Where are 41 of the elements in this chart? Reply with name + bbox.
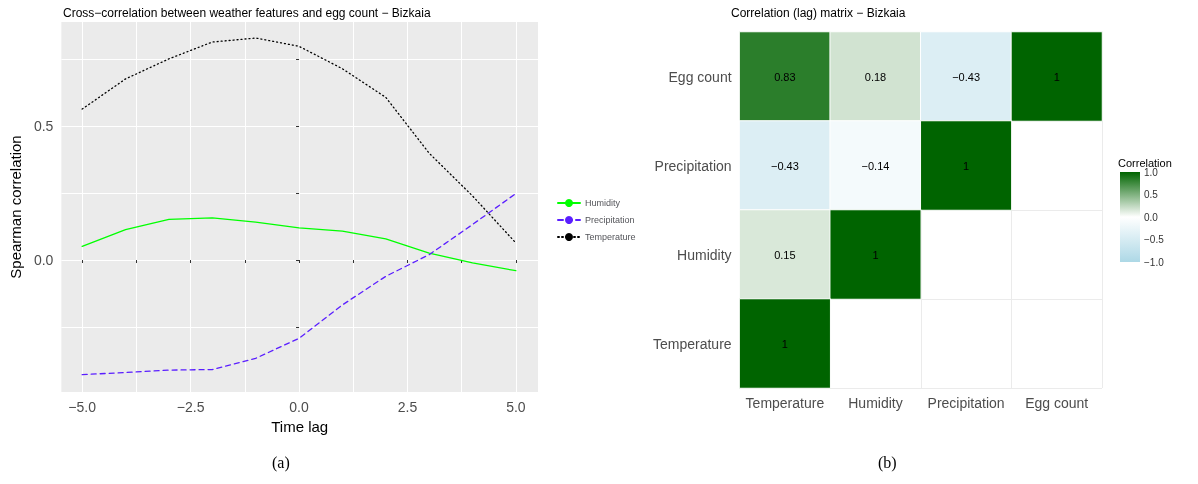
line-series <box>81 192 517 376</box>
data-label: 1 <box>1053 70 1060 83</box>
chart-title: Cross−correlation between weather features and egg count − Bizkaia <box>63 6 431 20</box>
color-bar-label: 0.0 <box>1144 211 1159 223</box>
chart-title: Correlation (lag) matrix − Bizkaia <box>731 6 906 20</box>
x-tick-label: Egg count <box>1025 395 1089 411</box>
legend-label: Humidity <box>585 198 621 208</box>
data-label: −0.43 <box>770 159 799 172</box>
x-tick-label: −5.0 <box>68 399 97 415</box>
x-tick-label: Precipitation <box>927 395 1005 411</box>
color-bar-label: −0.5 <box>1144 234 1165 245</box>
y-tick-label: Humidity <box>677 246 732 263</box>
x-tick-label: Humidity <box>848 395 903 411</box>
text: (b) <box>878 454 897 472</box>
legend-label: Precipitation <box>585 215 635 225</box>
legend-label: Temperature <box>585 232 636 242</box>
color-bar-label: 1.0 <box>1144 166 1159 178</box>
line-series <box>81 37 517 244</box>
y-tick-label: Precipitation <box>654 157 732 174</box>
color-bar-label: 0.5 <box>1144 189 1159 200</box>
x-axis-title: Time lag <box>271 417 329 435</box>
data-label: 0.18 <box>864 70 887 83</box>
x-tick-label: 5.0 <box>506 399 526 415</box>
data-label: −0.43 <box>952 70 981 83</box>
data-label: 0.15 <box>774 248 796 261</box>
y-tick-label: Egg count <box>668 68 732 85</box>
text: (a) <box>272 454 290 472</box>
data-label: 1 <box>963 159 970 172</box>
data-label: −0.14 <box>861 159 890 172</box>
x-tick-label: 2.5 <box>397 399 418 415</box>
x-tick-label: Temperature <box>745 395 825 411</box>
data-label: 1 <box>781 337 788 350</box>
x-tick-label: 0.0 <box>289 399 309 415</box>
y-axis-title: Spearman correlation <box>7 135 24 279</box>
color-bar-label: −1.0 <box>1144 256 1165 268</box>
color-bar-title: Correlation <box>1118 156 1172 169</box>
data-label: 1 <box>872 248 879 261</box>
x-tick-label: −2.5 <box>176 399 205 415</box>
y-tick-label: Temperature <box>653 335 732 352</box>
line-series <box>81 217 517 272</box>
data-label: 0.83 <box>774 70 796 83</box>
